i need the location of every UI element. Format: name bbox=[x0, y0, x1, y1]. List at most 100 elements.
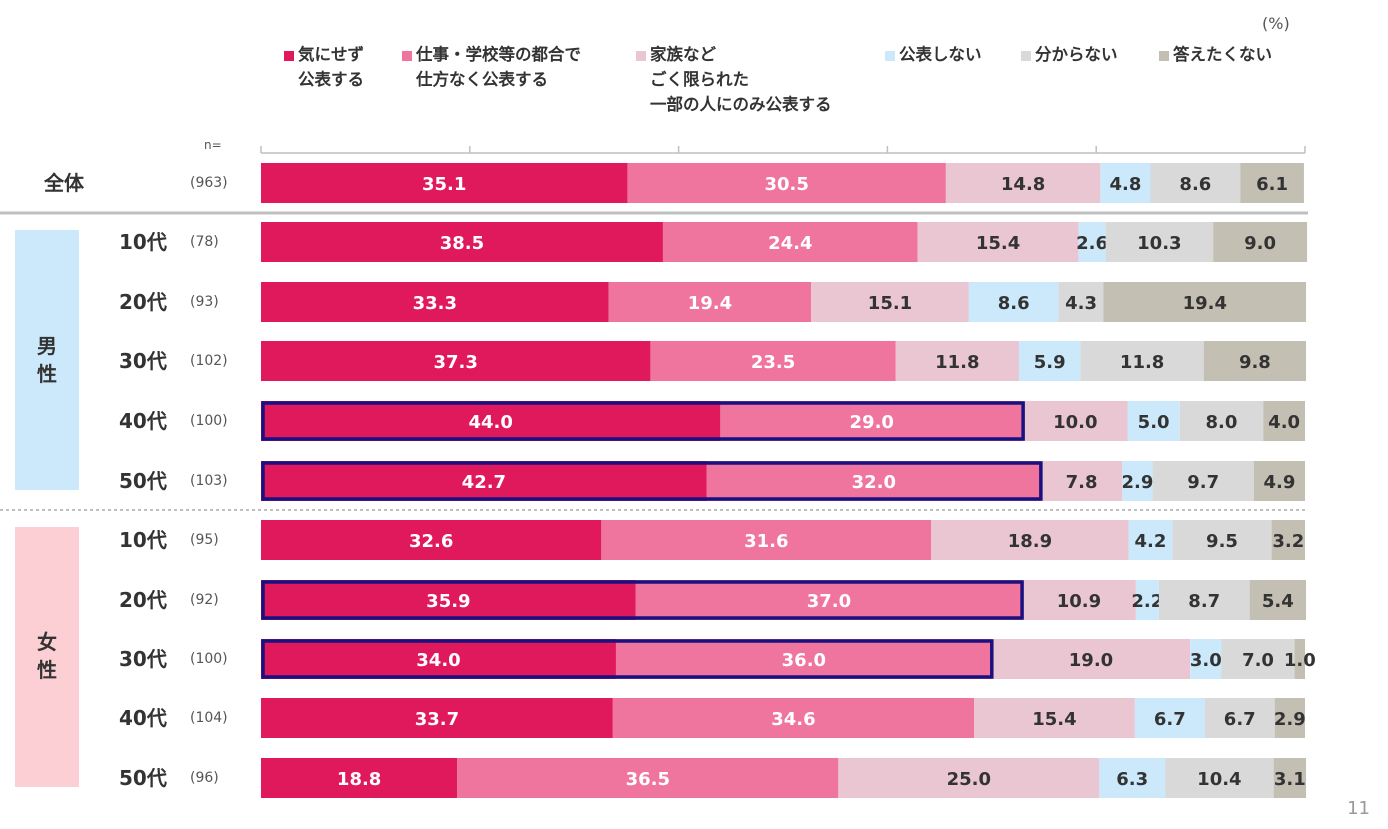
data-label: 19.0 bbox=[1069, 650, 1113, 671]
data-label: 29.0 bbox=[850, 412, 894, 433]
page-number: 11 bbox=[1347, 798, 1370, 819]
data-label: 15.4 bbox=[976, 233, 1020, 254]
bar-segment bbox=[261, 341, 651, 381]
highlight-box bbox=[261, 401, 1025, 441]
legend-item-limited-publish: 家族など ごく限られた 一部の人にのみ公表する bbox=[636, 42, 832, 117]
bar-segment bbox=[1190, 639, 1222, 679]
data-label: 33.7 bbox=[415, 709, 459, 730]
data-label: 10.9 bbox=[1057, 591, 1101, 612]
group-label-female: 女 性 bbox=[37, 630, 57, 682]
data-label: 35.1 bbox=[422, 174, 466, 195]
data-label: 23.5 bbox=[751, 352, 795, 373]
data-label: 25.0 bbox=[947, 769, 991, 790]
legend-label: 答えたくない bbox=[1173, 45, 1272, 64]
data-label: 8.6 bbox=[1179, 174, 1211, 195]
row-label: 30代 bbox=[119, 647, 167, 671]
data-label: 3.2 bbox=[1272, 531, 1304, 552]
row-label: 20代 bbox=[119, 588, 167, 612]
data-label: 2.9 bbox=[1121, 472, 1153, 493]
bar-segment bbox=[1273, 758, 1307, 798]
data-label: 7.0 bbox=[1242, 650, 1274, 671]
bar-segment bbox=[1203, 341, 1307, 381]
bar-segment bbox=[1221, 639, 1295, 679]
legend-swatch bbox=[1159, 51, 1169, 61]
bar-segment bbox=[895, 341, 1019, 381]
data-label: 32.6 bbox=[409, 531, 453, 552]
legend-swatch bbox=[284, 51, 294, 61]
bar-segment bbox=[261, 222, 663, 262]
bar-segment bbox=[261, 461, 707, 501]
bar-segment bbox=[991, 639, 1191, 679]
bar-segment bbox=[627, 163, 946, 203]
n-label: (100) bbox=[190, 413, 228, 429]
data-label: 4.0 bbox=[1268, 412, 1300, 433]
legend-swatch bbox=[1021, 51, 1031, 61]
bar-segment bbox=[1263, 401, 1305, 441]
data-label: 35.9 bbox=[426, 591, 470, 612]
data-label: 19.4 bbox=[688, 293, 732, 314]
data-label: 36.5 bbox=[626, 769, 670, 790]
bar-segment bbox=[720, 401, 1024, 441]
n-label: (104) bbox=[190, 710, 228, 726]
data-label: 5.9 bbox=[1034, 352, 1066, 373]
bar-segment bbox=[1122, 461, 1153, 501]
row-label: 10代 bbox=[119, 230, 167, 254]
bar-segment bbox=[650, 341, 896, 381]
group-label-male: 男 性 bbox=[37, 334, 57, 386]
bar-segment bbox=[1172, 520, 1272, 560]
data-label: 6.7 bbox=[1224, 709, 1256, 730]
data-label: 10.3 bbox=[1137, 233, 1181, 254]
bar-segment bbox=[1018, 341, 1081, 381]
group-box-female bbox=[15, 527, 79, 787]
bar-segment bbox=[612, 698, 975, 738]
bar-segment bbox=[1127, 401, 1180, 441]
legend-item-dont-know: 分からない bbox=[1021, 42, 1118, 67]
row-label: 50代 bbox=[119, 766, 167, 790]
bar-segment bbox=[662, 222, 918, 262]
bar-segment bbox=[261, 401, 721, 441]
bar-segment bbox=[1213, 222, 1308, 262]
bar-segment bbox=[1240, 163, 1304, 203]
highlight-box bbox=[261, 639, 994, 679]
bar-segment bbox=[1040, 461, 1123, 501]
data-label: 11.8 bbox=[1120, 352, 1164, 373]
legend-label: 仕事・学校等の都合で 仕方なく公表する bbox=[416, 45, 581, 89]
bar-segment bbox=[1271, 520, 1305, 560]
data-label: 9.5 bbox=[1206, 531, 1238, 552]
data-label: 6.7 bbox=[1154, 709, 1186, 730]
data-label: 42.7 bbox=[462, 472, 506, 493]
data-label: 4.8 bbox=[1109, 174, 1141, 195]
bar-segment bbox=[1134, 698, 1205, 738]
data-label: 7.8 bbox=[1066, 472, 1098, 493]
row-label: 40代 bbox=[119, 706, 167, 730]
data-label: 11.8 bbox=[935, 352, 979, 373]
data-label: 3.1 bbox=[1274, 769, 1306, 790]
bar-segment bbox=[1274, 698, 1305, 738]
data-label: 8.7 bbox=[1188, 591, 1220, 612]
data-label: 36.0 bbox=[782, 650, 826, 671]
bar-segment bbox=[608, 282, 812, 322]
data-label: 9.0 bbox=[1244, 233, 1276, 254]
data-label: 9.8 bbox=[1239, 352, 1271, 373]
bar-segment bbox=[1135, 580, 1159, 620]
data-label: 31.6 bbox=[744, 531, 788, 552]
data-label: 2.6 bbox=[1076, 233, 1108, 254]
bar-segment bbox=[635, 580, 1023, 620]
bar-segment bbox=[1100, 163, 1151, 203]
bar-segment bbox=[615, 639, 992, 679]
n-label: (95) bbox=[190, 532, 219, 548]
row-label: 40代 bbox=[119, 409, 167, 433]
legend-item-prefer-not-answer: 答えたくない bbox=[1159, 42, 1272, 67]
bar-segment bbox=[1158, 580, 1250, 620]
data-label: 24.4 bbox=[768, 233, 812, 254]
data-label: 8.0 bbox=[1206, 412, 1238, 433]
data-label: 4.2 bbox=[1135, 531, 1167, 552]
bar-segment bbox=[945, 163, 1101, 203]
data-label: 18.8 bbox=[337, 769, 381, 790]
legend-label: 家族など ごく限られた 一部の人にのみ公表する bbox=[650, 45, 832, 114]
row-label: 20代 bbox=[119, 290, 167, 314]
data-label: 8.6 bbox=[998, 293, 1030, 314]
bar-segment bbox=[931, 520, 1129, 560]
data-label: 6.1 bbox=[1256, 174, 1288, 195]
